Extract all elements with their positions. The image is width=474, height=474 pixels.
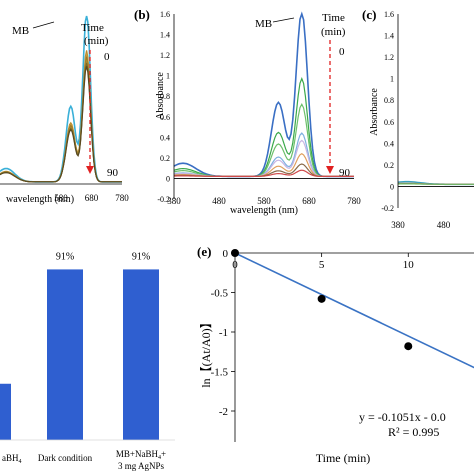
panel-b-y-tick-8: 1.4 — [160, 31, 170, 40]
panel-c-y-tick-0: -0.2 — [381, 204, 394, 213]
panel-b-y-tick-6: 1 — [166, 72, 170, 81]
panel-a: 580 680 780 MB Time (min) 0 90 wavelength … — [0, 15, 129, 205]
panel-b-y-tick-0: -0.2 — [157, 195, 170, 204]
panel-b-x-tick-2: 580 — [257, 196, 271, 206]
a-x-axis-label: wavelength (nm) — [6, 194, 74, 205]
b-time-label: Time — [322, 12, 345, 24]
a-time-label: Time — [81, 22, 104, 34]
e-y-axis-label: ln【(At/A0)】 — [199, 316, 213, 387]
panel-c-y-tick-2: 0.2 — [384, 161, 394, 170]
panel-c-y-tick-6: 1 — [390, 75, 394, 84]
e-point-1 — [317, 294, 326, 303]
panel-c: (c) -0.2 0 0.2 0.4 0.6 0.8 1 1.2 1.4 1.6 380 480 Ab… — [362, 7, 474, 230]
panel-b-x-tick-4: 780 — [347, 196, 361, 206]
panel-e: (e) 0-0.5-1-1.5-2051015 ln【(At/A0)】 Time… — [197, 244, 474, 465]
panel-b-series-1 — [173, 76, 354, 177]
d-tick-1: Dark condition — [38, 453, 93, 463]
b-time-unit: (min) — [321, 26, 346, 38]
panel-b: (b) -0.2 0 0.2 0.4 0.6 0.8 1 1.2 1.4 1.6 380 480 580… — [134, 7, 361, 216]
panel-c-x-tick-0: 380 — [391, 220, 405, 230]
panel-c-label: (c) — [362, 7, 376, 22]
e-x-axis-label: Time (min) — [316, 451, 371, 465]
panel-b-y-tick-2: 0.2 — [160, 154, 170, 163]
panel-a-series-5 — [0, 62, 122, 183]
e-x-tick-0: 0 — [232, 259, 238, 271]
a-time-arrow-head — [86, 166, 94, 174]
b-time-start: 0 — [339, 46, 345, 58]
panel-c-y-tick-7: 1.2 — [384, 53, 394, 62]
d-bar-label-2: 91% — [132, 251, 150, 262]
panel-b-x-tick-0: 380 — [167, 196, 181, 206]
e-y-tick-1: -0.5 — [211, 288, 229, 300]
panel-a-series-2 — [0, 53, 122, 183]
panel-c-series-2 — [397, 183, 474, 185]
panel-b-y-tick-5: 0.8 — [160, 92, 170, 101]
e-x-tick-1: 5 — [319, 259, 325, 271]
panel-c-y-tick-3: 0.4 — [384, 139, 394, 148]
panel-b-y-tick-1: 0 — [166, 174, 170, 183]
e-equation: y = -0.1051x - 0.0 — [359, 410, 446, 424]
d-bar-2 — [123, 269, 159, 440]
e-y-tick-3: -1.5 — [211, 367, 229, 379]
panel-c-y-tick-1: 0 — [390, 182, 394, 191]
panel-c-series-3 — [397, 183, 474, 185]
a-time-unit: (min) — [84, 35, 109, 47]
e-point-2 — [404, 342, 413, 351]
a-peak-label: MB — [12, 25, 29, 37]
b-x-axis-label: wavelength (nm) — [230, 205, 298, 216]
e-point-0 — [231, 249, 239, 257]
panel-a-series-4 — [0, 59, 122, 183]
panel-c-y-tick-4: 0.6 — [384, 118, 394, 127]
panel-c-y-tick-8: 1.4 — [384, 32, 394, 41]
panel-b-x-tick-1: 480 — [212, 196, 226, 206]
panel-b-y-tick-9: 1.6 — [160, 10, 170, 19]
panel-b-series-7 — [174, 169, 354, 177]
panel-b-y-tick-4: 0.6 — [160, 113, 170, 122]
panel-b-series-0 — [173, 11, 354, 178]
d-bar-0 — [0, 383, 11, 440]
e-trendline — [234, 252, 474, 369]
e-y-tick-4: -2 — [219, 406, 228, 418]
c-y-axis-label: Absorbance — [369, 88, 380, 136]
panel-a-series-3 — [0, 56, 122, 183]
panel-c-x-tick-1: 480 — [437, 220, 451, 230]
b-y-axis-label: Absorbance — [155, 72, 166, 120]
a-time-start: 0 — [104, 51, 110, 63]
panel-c-series-0 — [397, 180, 474, 186]
panel-c-y-tick-9: 1.6 — [384, 10, 394, 19]
e-r2: R² = 0.995 — [388, 425, 439, 439]
d-tick-2-line2: 3 mg AgNPs — [118, 461, 165, 471]
b-peak-label: MB — [255, 18, 272, 30]
panel-a-x-tick-1: 680 — [85, 193, 99, 203]
e-x-tick-2: 10 — [403, 259, 415, 271]
panel-b-y-tick-3: 0.4 — [160, 133, 170, 142]
panel-a-x-tick-0: 580 — [54, 193, 68, 203]
d-bar-label-1: 91% — [56, 251, 74, 262]
panel-b-x-tick-3: 680 — [302, 196, 316, 206]
e-y-tick-0: 0 — [223, 248, 229, 260]
panel-a-x-tick-2: 780 — [115, 193, 129, 203]
e-y-tick-2: -1 — [219, 327, 228, 339]
panel-c-y-tick-5: 0.8 — [384, 96, 394, 105]
panel-d: 91% 91% aBH4 Dark condition MB+NaBH4+3 mg Ag… — [0, 251, 175, 471]
d-tick-2: MB+NaBH4+ — [116, 449, 166, 461]
b-time-arrow-head — [326, 166, 334, 174]
b-peak-leader — [272, 17, 295, 23]
b-time-end: 90 — [339, 167, 351, 179]
a-time-end: 90 — [107, 167, 119, 179]
panel-a-series-1 — [0, 50, 122, 183]
panel-e-label: (e) — [197, 244, 211, 259]
d-tick-0: aBH4 — [2, 453, 22, 465]
panel-b-label: (b) — [134, 7, 150, 22]
d-bar-1 — [47, 269, 83, 440]
panel-b-y-tick-7: 1.2 — [160, 51, 170, 60]
a-peak-leader — [32, 21, 55, 29]
panel-a-series-6 — [0, 66, 122, 183]
